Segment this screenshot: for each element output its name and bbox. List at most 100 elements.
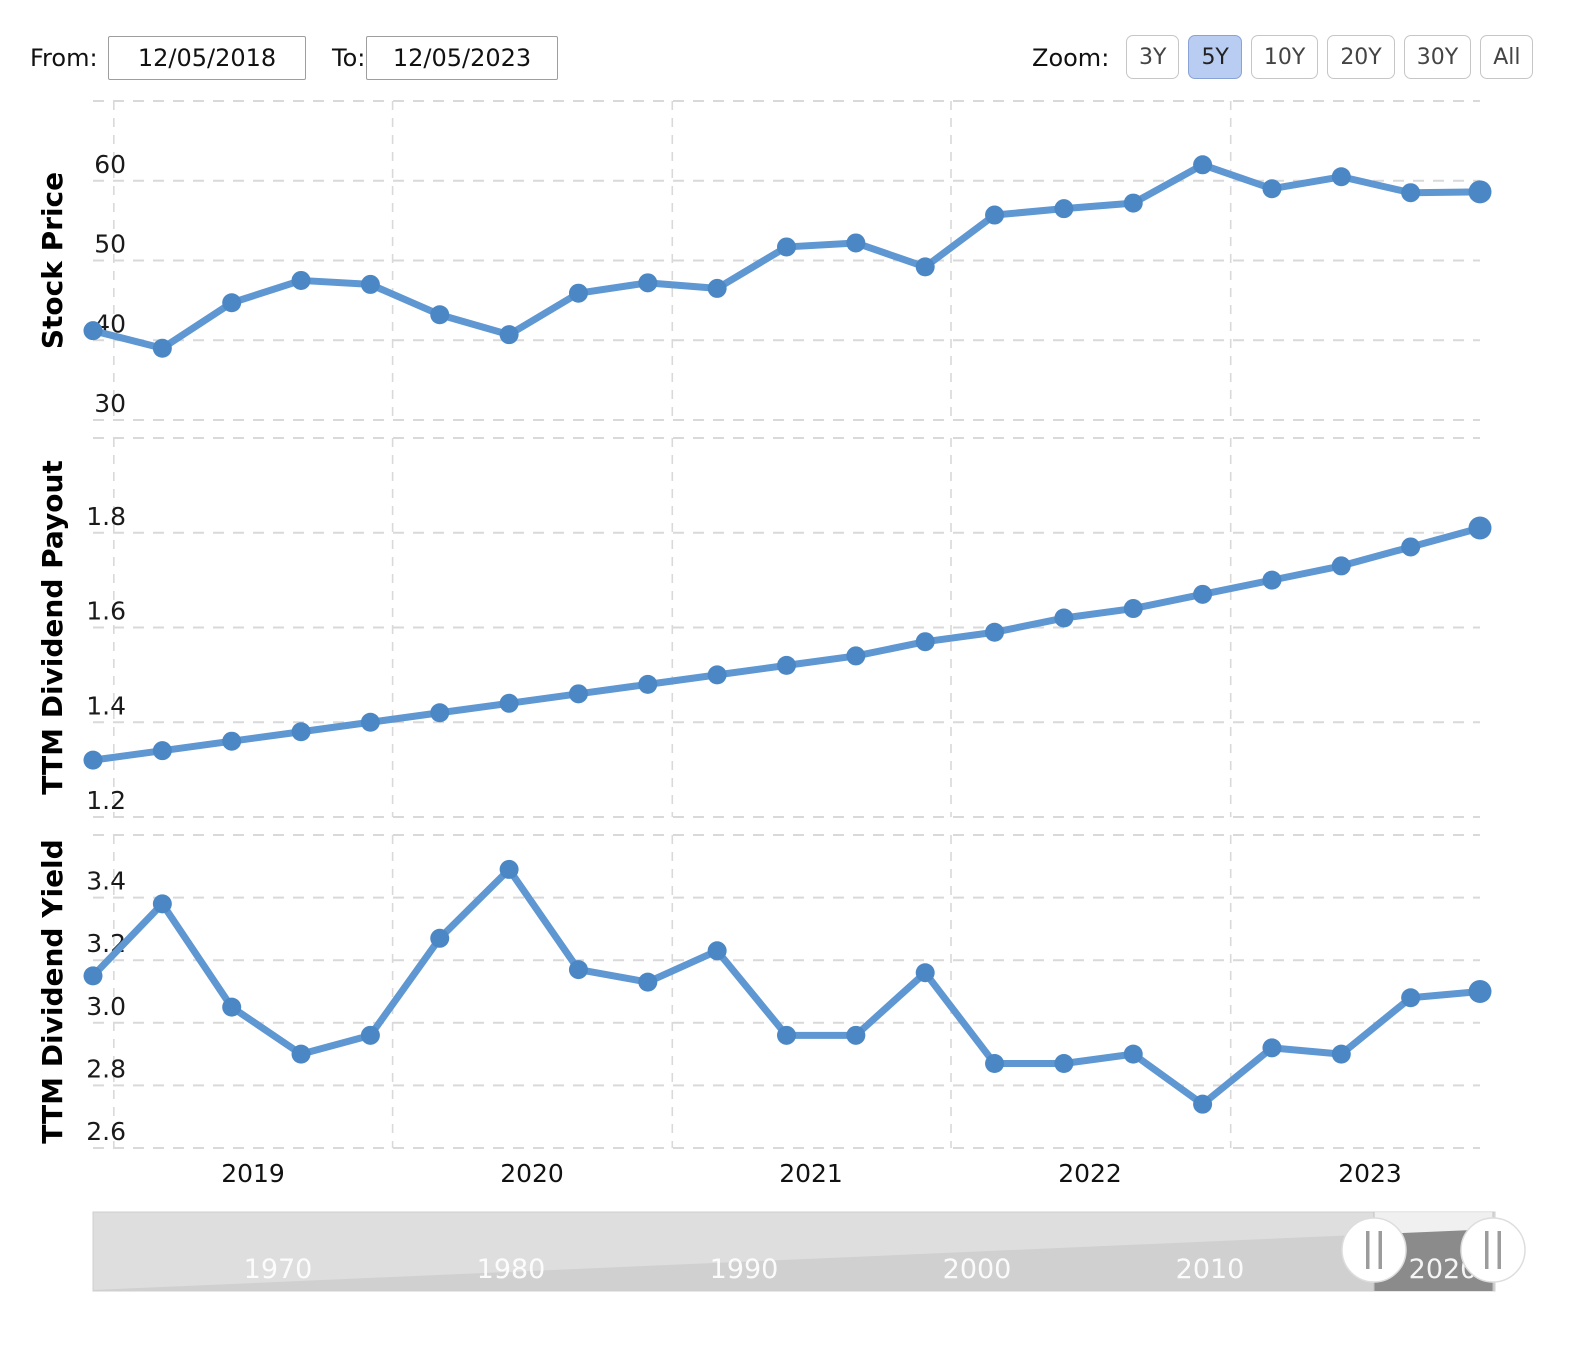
navigator-handle-left[interactable] — [1341, 1217, 1407, 1283]
data-point[interactable] — [1331, 556, 1351, 576]
data-point[interactable] — [1468, 980, 1492, 1003]
data-point[interactable] — [291, 270, 311, 290]
from-label: From: — [30, 44, 98, 72]
data-point[interactable] — [1054, 1053, 1074, 1073]
navigator-decade-label: 1990 — [710, 1254, 779, 1285]
to-date-input[interactable] — [366, 36, 558, 80]
data-point[interactable] — [568, 283, 588, 303]
zoom-button-group: 3Y 5Y 10Y 20Y 30Y All — [1126, 35, 1534, 79]
grip-bars-icon — [1497, 1231, 1501, 1269]
y-tick-label: 50 — [94, 230, 126, 259]
zoom-button-3y[interactable]: 3Y — [1126, 35, 1180, 79]
data-point[interactable] — [1331, 167, 1351, 187]
data-point[interactable] — [568, 960, 588, 980]
data-point[interactable] — [985, 1053, 1005, 1073]
data-point[interactable] — [291, 722, 311, 742]
y-tick-label: 1.6 — [86, 597, 126, 626]
navigator-area-series — [93, 1229, 1495, 1291]
data-point[interactable] — [499, 859, 519, 879]
x-axis-year-label: 2019 — [221, 1159, 285, 1188]
data-point[interactable] — [1468, 516, 1492, 540]
data-point[interactable] — [638, 674, 658, 694]
data-point[interactable] — [707, 941, 727, 961]
data-point[interactable] — [360, 712, 380, 732]
data-point[interactable] — [1401, 988, 1421, 1008]
y-tick-label: 1.8 — [86, 502, 126, 531]
zoom-button-30y[interactable]: 30Y — [1403, 35, 1472, 79]
grip-bars-icon — [1366, 1231, 1370, 1269]
data-point[interactable] — [846, 233, 866, 253]
data-point[interactable] — [846, 1025, 866, 1045]
data-point[interactable] — [499, 325, 519, 345]
data-point[interactable] — [430, 928, 450, 948]
data-point[interactable] — [1468, 180, 1492, 204]
data-point[interactable] — [1262, 179, 1282, 199]
x-axis-year-label: 2021 — [779, 1159, 843, 1188]
data-point[interactable] — [291, 1044, 311, 1064]
data-point[interactable] — [360, 1025, 380, 1045]
data-point[interactable] — [360, 274, 380, 294]
navigator-handle-right[interactable] — [1460, 1217, 1526, 1283]
zoom-button-20y[interactable]: 20Y — [1327, 35, 1395, 79]
grip-bars-icon — [1485, 1231, 1489, 1269]
data-point[interactable] — [568, 684, 588, 704]
data-point[interactable] — [707, 278, 727, 298]
data-point[interactable] — [777, 655, 796, 675]
data-point[interactable] — [1401, 537, 1421, 557]
y-tick-label: 2.6 — [86, 1117, 126, 1146]
data-point[interactable] — [1054, 608, 1074, 628]
data-point[interactable] — [152, 741, 172, 761]
y-axis-title: Stock Price — [36, 172, 69, 349]
navigator-handle-right-circle[interactable] — [1460, 1217, 1526, 1283]
data-point[interactable] — [1193, 155, 1213, 175]
data-point[interactable] — [1193, 1094, 1213, 1114]
x-axis-year-label: 2020 — [500, 1159, 564, 1188]
data-point[interactable] — [152, 338, 172, 358]
data-point[interactable] — [152, 894, 172, 914]
data-point[interactable] — [1262, 570, 1282, 590]
data-point[interactable] — [222, 293, 242, 313]
data-point[interactable] — [915, 632, 935, 652]
data-point[interactable] — [1123, 599, 1143, 619]
grip-bars-icon — [1378, 1231, 1382, 1269]
data-point[interactable] — [1054, 199, 1074, 219]
data-point[interactable] — [638, 972, 658, 992]
data-point[interactable] — [1401, 183, 1421, 203]
data-point[interactable] — [707, 665, 727, 685]
series-line — [89, 865, 1484, 1108]
data-point[interactable] — [499, 693, 519, 713]
data-point[interactable] — [1123, 193, 1143, 213]
data-point[interactable] — [83, 750, 103, 770]
navigator-handle-left-circle[interactable] — [1341, 1217, 1407, 1283]
data-point[interactable] — [222, 731, 242, 751]
zoom-button-all[interactable]: All — [1480, 35, 1534, 79]
data-point[interactable] — [915, 257, 935, 277]
y-tick-label: 3.0 — [86, 992, 126, 1021]
data-point[interactable] — [83, 321, 103, 341]
navigator-decade-label: 2010 — [1176, 1254, 1245, 1285]
data-point[interactable] — [430, 305, 450, 325]
data-point[interactable] — [777, 237, 796, 257]
data-point[interactable] — [1193, 584, 1213, 604]
y-tick-label: 3.4 — [86, 867, 126, 896]
data-point[interactable] — [638, 273, 658, 293]
data-point[interactable] — [1331, 1044, 1351, 1064]
x-axis-year-label: 2022 — [1058, 1159, 1122, 1188]
data-point[interactable] — [1262, 1038, 1282, 1058]
to-label: To: — [332, 44, 366, 72]
zoom-button-5y[interactable]: 5Y — [1188, 35, 1242, 79]
data-point[interactable] — [985, 622, 1005, 642]
zoom-label: Zoom: — [1032, 44, 1110, 72]
data-point[interactable] — [777, 1025, 796, 1045]
data-point[interactable] — [430, 703, 450, 723]
data-point[interactable] — [915, 963, 935, 983]
data-point[interactable] — [222, 997, 242, 1017]
data-point[interactable] — [985, 205, 1005, 225]
from-date-input[interactable] — [108, 36, 306, 80]
data-point[interactable] — [846, 646, 866, 666]
data-point[interactable] — [1123, 1044, 1143, 1064]
zoom-button-10y[interactable]: 10Y — [1250, 35, 1319, 79]
data-point[interactable] — [83, 966, 103, 986]
y-axis-title: TTM Dividend Yield — [36, 839, 69, 1143]
